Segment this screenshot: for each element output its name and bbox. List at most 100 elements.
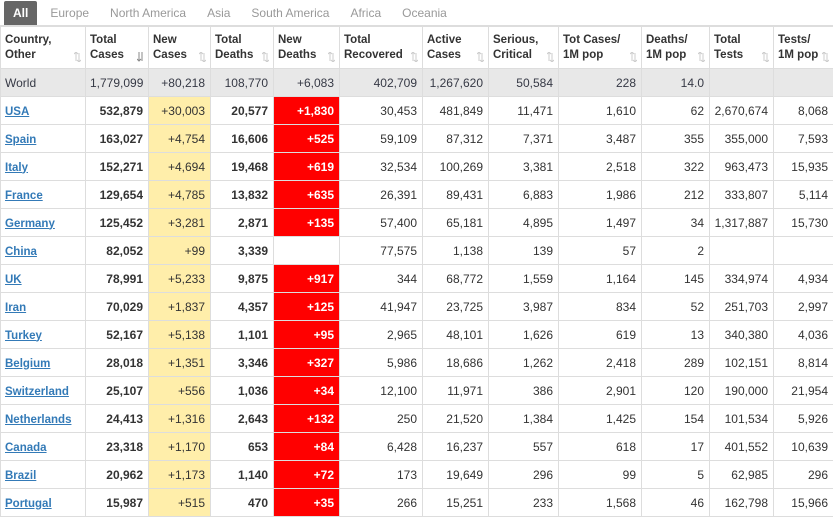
cell-newcases: +556 xyxy=(148,376,211,405)
country-link[interactable]: Brazil xyxy=(5,469,37,482)
sort-arrow xyxy=(411,52,418,62)
country-link[interactable]: Canada xyxy=(5,441,47,454)
cell-totaldeaths: 20,577 xyxy=(210,96,274,125)
cell-deathspm: 120 xyxy=(641,376,710,405)
region-tab[interactable]: All xyxy=(4,0,38,25)
header-text: 1M pop xyxy=(778,48,819,61)
column-header[interactable]: Total Recovered xyxy=(339,26,423,69)
cell-country: Netherlands xyxy=(0,404,86,433)
header-text: Tests/ xyxy=(778,33,811,46)
country-row: Belgium 28,018 +1,351 3,346 +327 5,986 18,686 1… xyxy=(0,348,833,377)
cell-totalcases: 152,271 xyxy=(85,152,149,181)
cell-tests: 162,798 xyxy=(709,488,774,517)
country-link[interactable]: China xyxy=(5,245,37,258)
country-link[interactable]: France xyxy=(5,189,43,202)
stats-table: Country, Other Total Cases New Cases Total Deat… xyxy=(0,26,833,517)
country-link[interactable]: Portugal xyxy=(5,497,52,510)
cell-deathspm: 34 xyxy=(641,208,710,237)
cell-casespm: 1,497 xyxy=(558,208,642,237)
cell-active: 481,849 xyxy=(422,96,489,125)
cell-recovered: 26,391 xyxy=(339,180,423,209)
country-link[interactable]: Netherlands xyxy=(5,413,72,426)
sort-arrow xyxy=(74,52,81,62)
cell-deathspm: 154 xyxy=(641,404,710,433)
cell-recovered: 77,575 xyxy=(339,236,423,265)
cell-totaldeaths: 108,770 xyxy=(210,68,274,97)
cell-newcases: +515 xyxy=(148,488,211,517)
header-text: Serious, xyxy=(493,33,539,46)
cell-serious: 4,895 xyxy=(488,208,559,237)
column-header[interactable]: Tests/1M pop xyxy=(773,26,833,69)
sort-icon xyxy=(762,52,769,62)
cell-recovered: 250 xyxy=(339,404,423,433)
cell-newcases: +1,170 xyxy=(148,432,211,461)
cell-totaldeaths: 2,643 xyxy=(210,404,274,433)
country-link[interactable]: Turkey xyxy=(5,329,42,342)
column-header[interactable]: Total Tests xyxy=(709,26,774,69)
column-header[interactable]: Country, Other xyxy=(0,26,86,69)
cell-country: Iran xyxy=(0,292,86,321)
cell-testspm: 15,966 xyxy=(773,488,833,517)
country-row: UK 78,991 +5,233 9,875 +917 344 68,772 1,559 1,1… xyxy=(0,264,833,293)
header-text: Cases xyxy=(153,48,187,61)
cell-newcases: +4,754 xyxy=(148,124,211,153)
column-header[interactable]: Tot Cases/1M pop xyxy=(558,26,642,69)
cell-tests: 333,807 xyxy=(709,180,774,209)
cell-totaldeaths: 653 xyxy=(210,432,274,461)
country-link[interactable]: Switzerland xyxy=(5,385,69,398)
country-link[interactable]: Belgium xyxy=(5,357,51,370)
cell-deathspm: 289 xyxy=(641,348,710,377)
region-tab[interactable]: North America xyxy=(110,5,187,20)
country-row: Iran 70,029 +1,837 4,357 +125 41,947 23,725 3,9… xyxy=(0,292,833,321)
cell-active: 1,138 xyxy=(422,236,489,265)
column-header[interactable]: Deaths/1M pop xyxy=(641,26,710,69)
cell-deathspm: 2 xyxy=(641,236,710,265)
country-row: Italy 152,271 +4,694 19,468 +619 32,534 100,26… xyxy=(0,152,833,181)
region-tab[interactable]: Europe xyxy=(50,5,90,20)
cell-totalcases: 70,029 xyxy=(85,292,149,321)
column-header[interactable]: Active Cases xyxy=(422,26,489,69)
region-tabs: All Europe North America Asia South America A… xyxy=(0,0,833,26)
sort-icon xyxy=(411,52,418,62)
cell-casespm: 228 xyxy=(558,68,642,97)
cell-tests: 334,974 xyxy=(709,264,774,293)
cell-active: 15,251 xyxy=(422,488,489,517)
region-tab[interactable]: South America xyxy=(251,5,330,20)
country-link[interactable]: Germany xyxy=(5,217,55,230)
region-tab[interactable]: Africa xyxy=(350,5,382,20)
column-header[interactable]: Total Deaths xyxy=(210,26,274,69)
cell-casespm: 1,425 xyxy=(558,404,642,433)
cell-newcases: +4,785 xyxy=(148,180,211,209)
country-link[interactable]: Spain xyxy=(5,133,37,146)
cell-totalcases: 125,452 xyxy=(85,208,149,237)
region-tab[interactable]: Oceania xyxy=(402,5,447,20)
cell-totaldeaths: 1,140 xyxy=(210,460,274,489)
cell-deathspm: 17 xyxy=(641,432,710,461)
country-link[interactable]: UK xyxy=(5,273,22,286)
cell-active: 23,725 xyxy=(422,292,489,321)
cell-totalcases: 24,413 xyxy=(85,404,149,433)
cell-deathspm: 52 xyxy=(641,292,710,321)
column-header[interactable]: New Deaths xyxy=(273,26,340,69)
cell-newdeaths xyxy=(273,236,340,265)
cell-totaldeaths: 1,036 xyxy=(210,376,274,405)
column-header[interactable]: New Cases xyxy=(148,26,211,69)
cell-country: USA xyxy=(0,96,86,125)
region-tab[interactable]: Asia xyxy=(207,5,231,20)
cell-country: World xyxy=(0,68,86,97)
cell-newcases: +80,218 xyxy=(148,68,211,97)
cell-country: Germany xyxy=(0,208,86,237)
cell-active: 1,267,620 xyxy=(422,68,489,97)
cell-casespm: 2,418 xyxy=(558,348,642,377)
country-link[interactable]: USA xyxy=(5,105,30,118)
header-text: New xyxy=(278,33,302,46)
column-header[interactable]: Serious, Critical xyxy=(488,26,559,69)
cell-serious: 139 xyxy=(488,236,559,265)
country-link[interactable]: Iran xyxy=(5,301,27,314)
cell-active: 18,686 xyxy=(422,348,489,377)
cell-recovered: 12,100 xyxy=(339,376,423,405)
cell-newdeaths: +125 xyxy=(273,292,340,321)
cell-totaldeaths: 9,875 xyxy=(210,264,274,293)
column-header[interactable]: Total Cases xyxy=(85,26,149,69)
country-link[interactable]: Italy xyxy=(5,161,29,174)
